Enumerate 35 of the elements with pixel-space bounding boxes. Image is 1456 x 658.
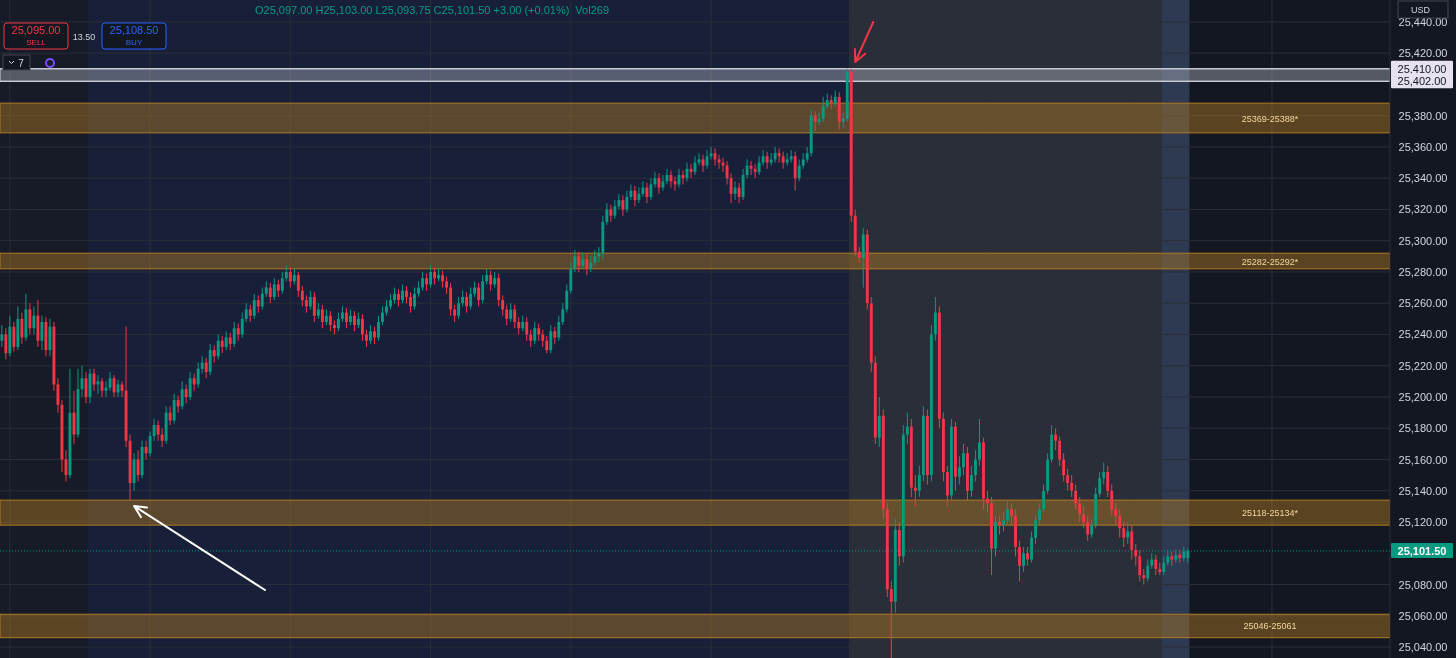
y-tick-label: 25,140.00 [1398,484,1448,497]
y-tick-label: 25,380.00 [1398,109,1448,122]
annotation: Vol269 [575,4,610,16]
y-tick-label: 25,200.00 [1398,390,1448,403]
annotation: 13.50 [72,32,96,42]
ref-line-label: 25,101.50 [1397,544,1447,557]
y-tick-label: 25,340.00 [1398,172,1448,185]
y-tick-label: 25,120.00 [1398,516,1448,529]
annotation: 7 [18,58,25,69]
annotation: 25,095.00 [11,24,61,36]
annotation: SELL [26,38,47,47]
band-label: 25369-25388* [1241,113,1299,124]
y-tick-label: 25,220.00 [1398,359,1448,372]
ref-line-label: 25,410.00 [1397,62,1447,75]
y-tick-label: 25,160.00 [1398,453,1448,466]
annotation: BUY [125,38,143,47]
y-tick-label: 25,420.00 [1398,47,1448,60]
y-tick-label: 25,260.00 [1398,297,1448,310]
y-tick-label: 25,040.00 [1398,641,1448,654]
y-tick-label: 25,060.00 [1398,609,1448,622]
annotation: 25,108.50 [109,24,159,36]
text: USD [1411,5,1431,15]
y-tick-label: 25,320.00 [1398,203,1448,216]
y-tick-label: 25,280.00 [1398,265,1448,278]
annotation: O25,097.00 H25,103.00 L25,093.75 C25,101.50 +3.00 (+0.01%) [255,4,570,16]
band-label: 25046-25061 [1243,621,1297,632]
band-label: 25282-25292* [1241,256,1299,267]
y-tick-label: 25,360.00 [1398,140,1448,153]
y-tick-label: 25,080.00 [1398,578,1448,591]
y-tick-label: 25,240.00 [1398,328,1448,341]
band-label: 25118-25134* [1242,508,1299,519]
ref-line-label: 25,402.00 [1397,75,1447,88]
y-tick-label: 25,440.00 [1398,15,1448,28]
y-tick-label: 25,300.00 [1398,234,1448,247]
y-tick-label: 25,180.00 [1398,422,1448,435]
